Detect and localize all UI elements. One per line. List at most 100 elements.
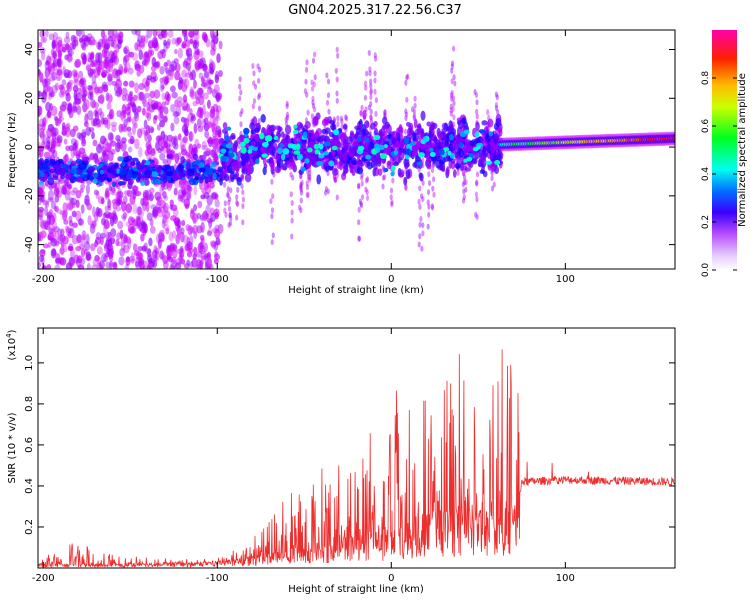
spectrogram-cell [165, 148, 170, 156]
spectrogram-cell [63, 138, 68, 145]
snr-x-label: Height of straight line (km) [288, 584, 424, 595]
spectrogram-cell [187, 30, 195, 38]
spectrogram-cell [229, 187, 233, 194]
spectrogram-cell [124, 61, 131, 73]
spectrogram-cell [64, 126, 71, 138]
spectrogram-cell [263, 141, 269, 148]
spectrogram-cell [180, 219, 186, 227]
spectrogram-cell [152, 75, 159, 82]
spectrogram-cell [94, 111, 99, 122]
spectrogram-cell [173, 142, 179, 150]
spectrogram-cell [73, 72, 79, 83]
spectrogram-cell [236, 176, 242, 186]
spectrogram-cell [373, 134, 381, 141]
spectrogram-cell [180, 227, 185, 235]
spectrogram-cell [207, 138, 214, 145]
spectrogram-cell [136, 69, 141, 77]
spectrogram-cell [489, 146, 495, 152]
spectrogram-cell [38, 157, 45, 166]
spectrogram-cell [99, 135, 107, 145]
spectrogram-cell [253, 83, 258, 90]
spectrogram-cell [94, 254, 100, 262]
spectrogram-cell [213, 31, 219, 38]
spectrogram-cell [174, 153, 180, 165]
spectrogram-cell [439, 159, 444, 166]
spectrogram-cell [344, 114, 348, 121]
spectrogram-cell [155, 233, 162, 244]
spectrogram-cell [391, 177, 395, 184]
spectrogram-cell [56, 69, 63, 77]
spectrogram-cell [105, 92, 110, 102]
spectrogram-cell [406, 127, 413, 137]
spectrogram-cell [177, 189, 184, 200]
spectrogram-cell [299, 186, 303, 193]
spectrogram-cell [184, 129, 189, 137]
spectrogram-cell [111, 80, 118, 87]
spectrogram-cell [42, 199, 49, 206]
spectrogram-cell [173, 116, 180, 125]
spectrogram-cell [40, 50, 46, 61]
spectrogram-cell [373, 52, 377, 59]
spectrogram-cell [142, 52, 149, 63]
spectrogram-cell [141, 159, 146, 164]
spectrogram-cell [305, 180, 309, 187]
spectrogram-cell [38, 180, 44, 185]
spectrogram-cell [123, 55, 130, 63]
spectrogram-cell [270, 207, 275, 214]
spectrogram-cell [68, 79, 74, 86]
spectrogram-cell [239, 89, 243, 96]
spectrogram-cell [75, 210, 82, 222]
spectrogram-cell [203, 111, 211, 120]
spectrogram-cell [123, 68, 128, 74]
spectrogram-cell [193, 30, 199, 36]
spectrogram-cell [58, 110, 63, 119]
spectrogram-cell [452, 45, 456, 52]
spectrogram-cell [47, 241, 52, 248]
spectrogram-cell [101, 69, 108, 78]
spectrogram-cell [486, 109, 490, 116]
spectrogram-cell [155, 135, 162, 143]
spectrogram-cell [146, 124, 151, 136]
spectrogram-cell [109, 237, 116, 245]
spectrogram-cell [100, 197, 105, 205]
spectrogram-cell [147, 134, 152, 143]
spectrogram-cell [458, 142, 464, 148]
spectrogram-cell [236, 186, 240, 193]
colorbar: 0.0 0.2 0.4 0.6 0.8 Normalized spectral ampl… [701, 30, 748, 277]
spectrogram-cell [105, 187, 109, 198]
spectrogram-cell [150, 127, 155, 133]
spectrogram-cell [405, 74, 409, 81]
spectrogram-cell [369, 115, 373, 121]
spectrogram-cell [125, 106, 131, 116]
spectrogram-cell [159, 145, 165, 151]
spectrogram-cell [170, 103, 176, 113]
spectrogram-cell [405, 169, 411, 180]
spectrogram-cell [38, 105, 43, 117]
spectrogram-cell [335, 90, 339, 97]
spectrogram-cell [328, 131, 334, 138]
spectrogram-cell [150, 171, 158, 177]
spectrogram-cell [349, 169, 354, 174]
spectrogram-cell [111, 199, 118, 205]
spectrogram-cell [224, 211, 228, 218]
spectrogram-cell [138, 49, 144, 61]
spectrogram-cell [496, 109, 500, 115]
spectrogram-cell [189, 35, 194, 44]
spectrogram-cell [296, 153, 303, 161]
spectrogram-cell [190, 207, 195, 215]
spectrogram-cell [50, 144, 56, 154]
spectrogram-cell [71, 210, 77, 218]
spectrogram-cell [176, 37, 181, 46]
spectrogram-cell [357, 206, 361, 213]
spectrogram-cell [123, 234, 128, 244]
spectrogram-cell [88, 127, 95, 133]
spectrogram-cell [182, 135, 188, 144]
spectrogram-cell [193, 246, 198, 254]
spectrogram-cell [183, 198, 191, 208]
spectrogram-cell [161, 211, 166, 218]
spectrogram-cell [132, 185, 139, 192]
spectrogram-cell [364, 137, 370, 143]
spectrogram-cell [452, 74, 456, 81]
spectrogram-data [38, 30, 675, 269]
spectrogram-cell [201, 75, 205, 83]
